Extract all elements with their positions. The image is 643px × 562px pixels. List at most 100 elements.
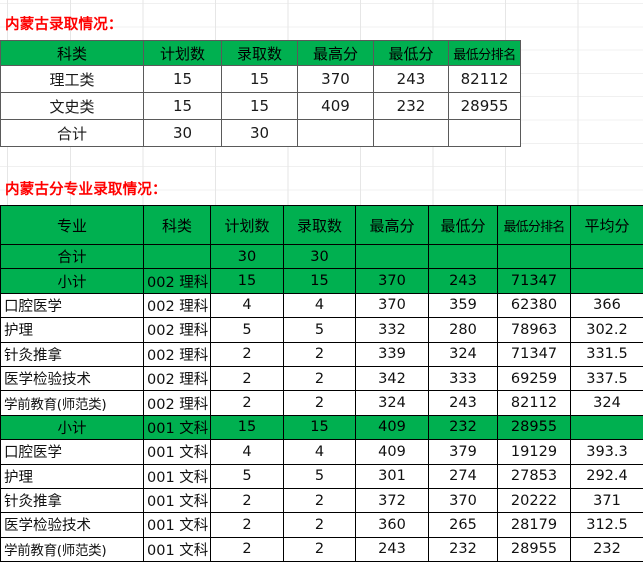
major-cell-min-rank: 20222 (498, 488, 571, 512)
overview-cell-subject: 文史类 (1, 93, 144, 120)
overview-header-max: 最高分 (298, 41, 374, 66)
major-cell-min: 333 (429, 366, 498, 390)
major-cell-admitted: 2 (284, 537, 356, 561)
major-cell-max: 342 (356, 366, 429, 390)
major-cell-major: 口腔医学 (1, 440, 144, 464)
major-cell-min-rank (498, 245, 571, 269)
major-cell-min: 243 (429, 269, 498, 293)
major-cell-plan: 4 (211, 293, 284, 317)
major-cell-min-rank: 62380 (498, 293, 571, 317)
major-cell-max: 332 (356, 318, 429, 342)
major-header-row: 专业 科类 计划数 录取数 最高分 最低分 最低分排名 平均分 (1, 206, 643, 245)
major-cell-admitted: 15 (284, 269, 356, 293)
overview-cell-admitted: 30 (222, 120, 298, 147)
overview-header-min-rank: 最低分排名 (449, 41, 521, 66)
major-cell-min (429, 245, 498, 269)
overview-cell-min-rank (449, 120, 521, 147)
major-cell-avg: 337.5 (571, 366, 643, 390)
overview-cell-plan: 30 (144, 120, 222, 147)
major-cell-avg: 366 (571, 293, 643, 317)
major-cell-max: 324 (356, 391, 429, 415)
major-cell-major: 小计 (1, 269, 144, 293)
major-cell-admitted: 5 (284, 464, 356, 488)
major-cell-admitted: 30 (284, 245, 356, 269)
major-cell-max: 409 (356, 440, 429, 464)
major-cell-subject: 002 理科 (144, 366, 211, 390)
major-cell-avg: 302.2 (571, 318, 643, 342)
major-cell-admitted: 2 (284, 366, 356, 390)
major-cell-plan: 30 (211, 245, 284, 269)
major-cell-plan: 4 (211, 440, 284, 464)
major-cell-avg: 324 (571, 391, 643, 415)
overview-cell-admitted: 15 (222, 66, 298, 93)
major-cell-avg (571, 415, 643, 439)
major-cell-min-rank: 27853 (498, 464, 571, 488)
major-cell-max: 301 (356, 464, 429, 488)
major-cell-min-rank: 28955 (498, 537, 571, 561)
major-cell-subject: 001 文科 (144, 488, 211, 512)
major-cell-admitted: 2 (284, 391, 356, 415)
major-cell-admitted: 4 (284, 293, 356, 317)
major-cell-major: 针灸推拿 (1, 342, 144, 366)
major-cell-major: 学前教育(师范类) (1, 391, 144, 415)
major-cell-subject: 001 文科 (144, 537, 211, 561)
major-cell-min-rank: 71347 (498, 269, 571, 293)
major-cell-plan: 2 (211, 342, 284, 366)
major-cell-subject: 001 文科 (144, 513, 211, 537)
overview-header-admitted: 录取数 (222, 41, 298, 66)
overview-cell-max (298, 120, 374, 147)
major-cell-admitted: 4 (284, 440, 356, 464)
major-cell-major: 学前教育(师范类) (1, 537, 144, 561)
major-cell-subject: 002 理科 (144, 318, 211, 342)
major-cell-subject (144, 245, 211, 269)
major-cell-max: 370 (356, 269, 429, 293)
major-cell-plan: 2 (211, 391, 284, 415)
major-header-min: 最低分 (429, 206, 498, 245)
major-cell-plan: 15 (211, 415, 284, 439)
major-cell-avg: 292.4 (571, 464, 643, 488)
major-cell-max: 339 (356, 342, 429, 366)
major-cell-major: 医学检验技术 (1, 513, 144, 537)
major-cell-major: 护理 (1, 318, 144, 342)
overview-header-row: 科类 计划数 录取数 最高分 最低分 最低分排名 (1, 41, 521, 66)
major-header-subject: 科类 (144, 206, 211, 245)
major-cell-admitted: 5 (284, 318, 356, 342)
overview-header-subject: 科类 (1, 41, 144, 66)
major-cell-min: 280 (429, 318, 498, 342)
major-cell-plan: 15 (211, 269, 284, 293)
major-header-major: 专业 (1, 206, 144, 245)
major-cell-min: 379 (429, 440, 498, 464)
major-cell-max: 370 (356, 293, 429, 317)
major-cell-avg: 331.5 (571, 342, 643, 366)
major-header-min-rank: 最低分排名 (498, 206, 571, 245)
major-header-plan: 计划数 (211, 206, 284, 245)
major-cell-subject: 002 理科 (144, 391, 211, 415)
major-header-max: 最高分 (356, 206, 429, 245)
overview-cell-max: 409 (298, 93, 374, 120)
major-cell-admitted: 2 (284, 488, 356, 512)
major-cell-min: 232 (429, 537, 498, 561)
major-cell-plan: 2 (211, 513, 284, 537)
overview-cell-admitted: 15 (222, 93, 298, 120)
major-cell-subject: 002 理科 (144, 293, 211, 317)
major-cell-admitted: 2 (284, 342, 356, 366)
major-cell-subject: 002 理科 (144, 269, 211, 293)
major-cell-min: 359 (429, 293, 498, 317)
major-header-admitted: 录取数 (284, 206, 356, 245)
overview-cell-min: 243 (374, 66, 449, 93)
major-cell-plan: 5 (211, 318, 284, 342)
